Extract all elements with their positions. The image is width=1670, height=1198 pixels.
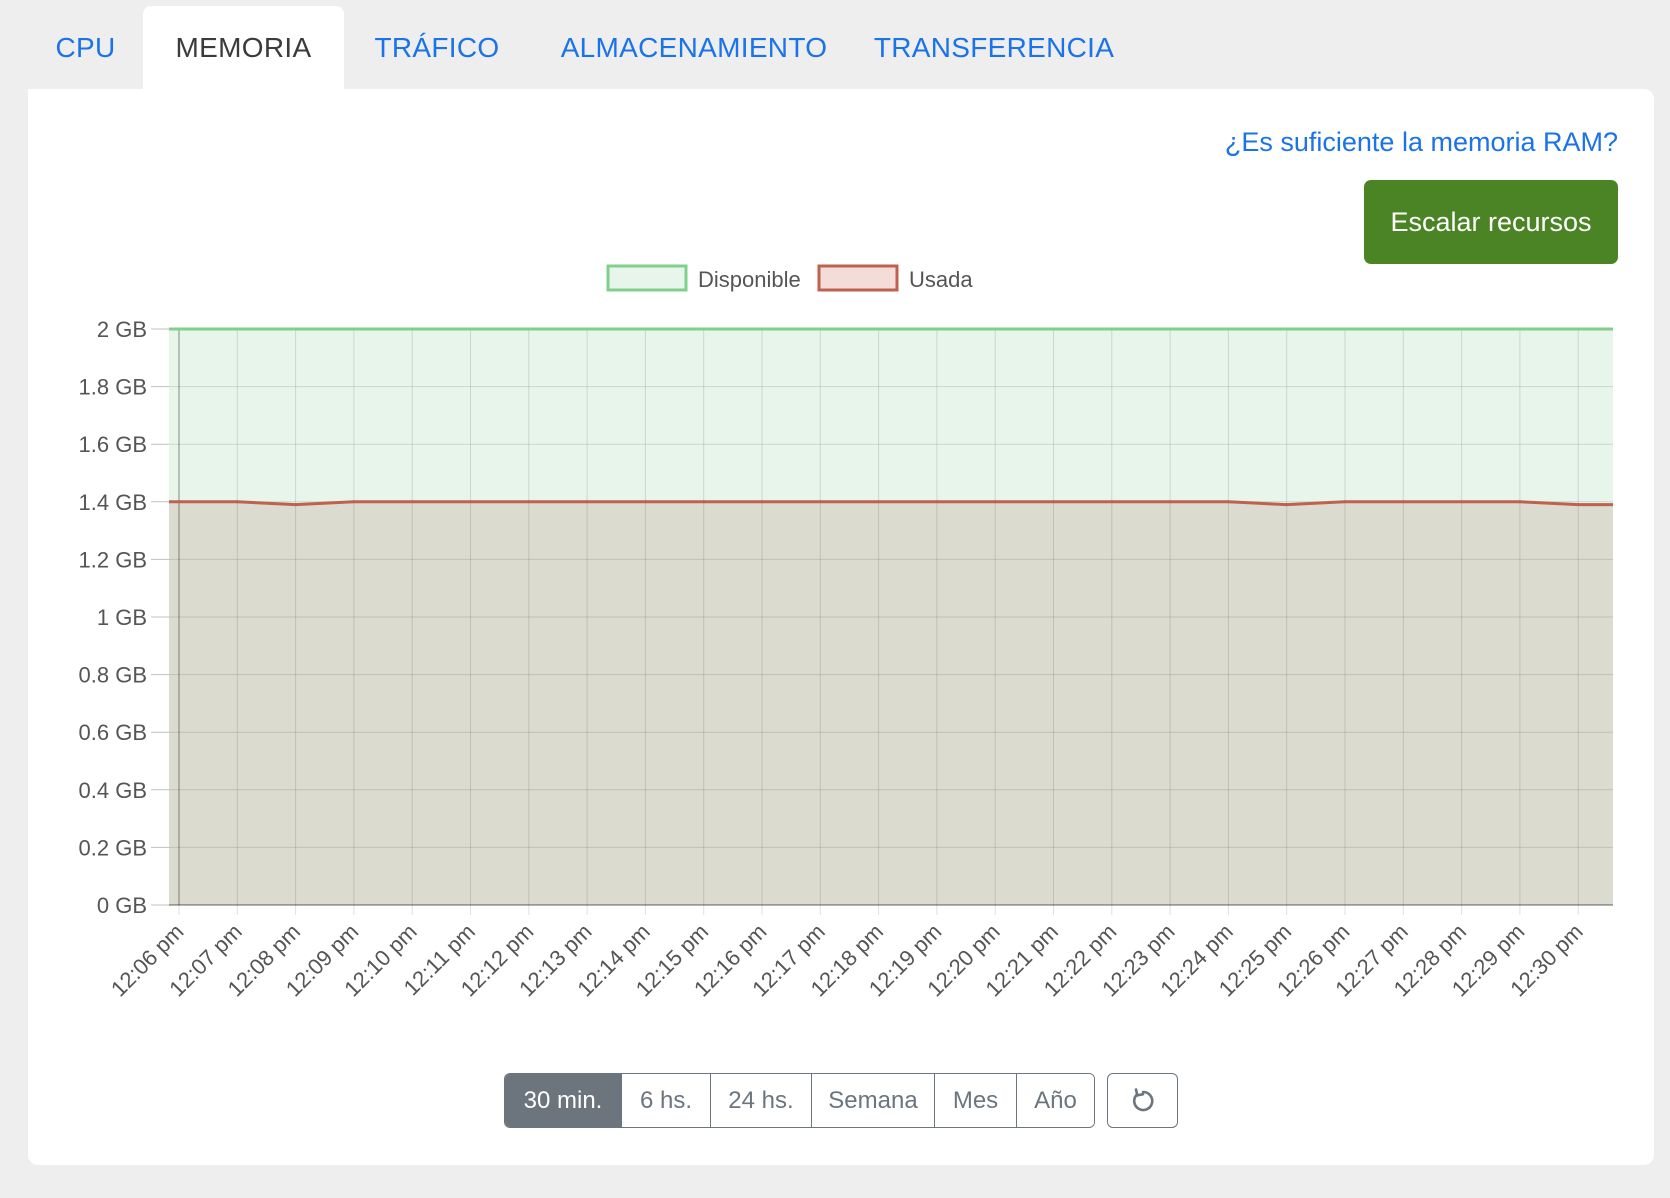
data-point-usada xyxy=(294,503,298,507)
data-point-usada xyxy=(527,500,531,504)
range-6-hs-button[interactable]: 6 hs. xyxy=(622,1074,711,1127)
tab-memoria[interactable]: MEMORIA xyxy=(143,6,344,89)
y-tick-label: 1.4 GB xyxy=(79,490,147,515)
data-point-usada xyxy=(177,500,181,504)
data-point-usada xyxy=(993,500,997,504)
tab-trafico[interactable]: TRÁFICO xyxy=(374,31,500,63)
data-point-usada xyxy=(643,500,647,504)
range-24-hs-button[interactable]: 24 hs. xyxy=(711,1074,812,1127)
y-tick-label: 0.4 GB xyxy=(79,778,147,803)
refresh-button[interactable] xyxy=(1107,1073,1178,1128)
range-mes-button[interactable]: Mes xyxy=(935,1074,1017,1127)
range-ano-button[interactable]: Año xyxy=(1017,1074,1094,1127)
data-point-usada xyxy=(410,500,414,504)
legend-disponible-label: Disponible xyxy=(698,267,801,292)
data-point-usada xyxy=(1343,500,1347,504)
data-point-usada xyxy=(760,500,764,504)
used-area xyxy=(169,501,1613,905)
tab-cpu[interactable]: CPU xyxy=(55,31,116,63)
memory-panel: ¿Es suficiente la memoria RAM? Escalar r… xyxy=(28,89,1654,1165)
y-tick-label: 1 GB xyxy=(97,605,147,630)
y-tick-label: 0.8 GB xyxy=(79,663,147,688)
data-point-usada xyxy=(818,500,822,504)
time-range-selector: 30 min. 6 hs. 24 hs. Semana Mes Año xyxy=(504,1073,1095,1128)
tab-bar: CPU MEMORIA TRÁFICO ALMACENAMIENTO TRANS… xyxy=(28,6,1130,89)
data-point-usada xyxy=(877,500,881,504)
legend-usada-label: Usada xyxy=(909,267,973,292)
tab-transferencia[interactable]: TRANSFERENCIA xyxy=(873,31,1115,63)
data-point-usada xyxy=(1518,500,1522,504)
y-tick-label: 2 GB xyxy=(97,317,147,342)
data-point-usada xyxy=(1401,500,1405,504)
data-point-usada xyxy=(1576,503,1580,507)
data-point-usada xyxy=(1168,500,1172,504)
y-tick-label: 1.6 GB xyxy=(79,432,147,457)
range-30-min-button[interactable]: 30 min. xyxy=(505,1074,622,1127)
y-tick-label: 1.2 GB xyxy=(79,547,147,572)
memory-chart: 0 GB 0.2 GB 0.4 GB 0.6 GB 0.8 GB 1 GB 1.2 GB 1.… xyxy=(79,264,1613,1001)
y-tick-label: 0.6 GB xyxy=(79,720,147,745)
legend-disponible-swatch xyxy=(606,264,688,292)
data-point-usada xyxy=(352,500,356,504)
y-tick-label: 1.8 GB xyxy=(79,375,147,400)
available-area xyxy=(169,329,1613,505)
y-tick-label: 0 GB xyxy=(97,893,147,918)
y-tick-label: 0.2 GB xyxy=(79,835,147,860)
tab-almacenamiento[interactable]: ALMACENAMIENTO xyxy=(560,31,828,63)
ram-help-link[interactable]: ¿Es suficiente la memoria RAM? xyxy=(1224,127,1618,157)
legend-usada-swatch xyxy=(817,264,899,292)
data-point-usada xyxy=(935,500,939,504)
data-point-usada xyxy=(1460,500,1464,504)
range-semana-button[interactable]: Semana xyxy=(812,1074,935,1127)
scale-resources-button[interactable]: Escalar recursos xyxy=(1364,180,1618,264)
data-point-usada xyxy=(702,500,706,504)
data-point-usada xyxy=(469,500,472,504)
data-point-usada xyxy=(1285,503,1289,507)
data-point-usada xyxy=(1226,500,1230,504)
data-point-usada xyxy=(235,500,239,504)
data-point-usada xyxy=(1052,500,1055,504)
data-point-usada xyxy=(1110,500,1114,504)
data-point-usada xyxy=(585,500,589,504)
refresh-icon xyxy=(1132,1087,1154,1111)
